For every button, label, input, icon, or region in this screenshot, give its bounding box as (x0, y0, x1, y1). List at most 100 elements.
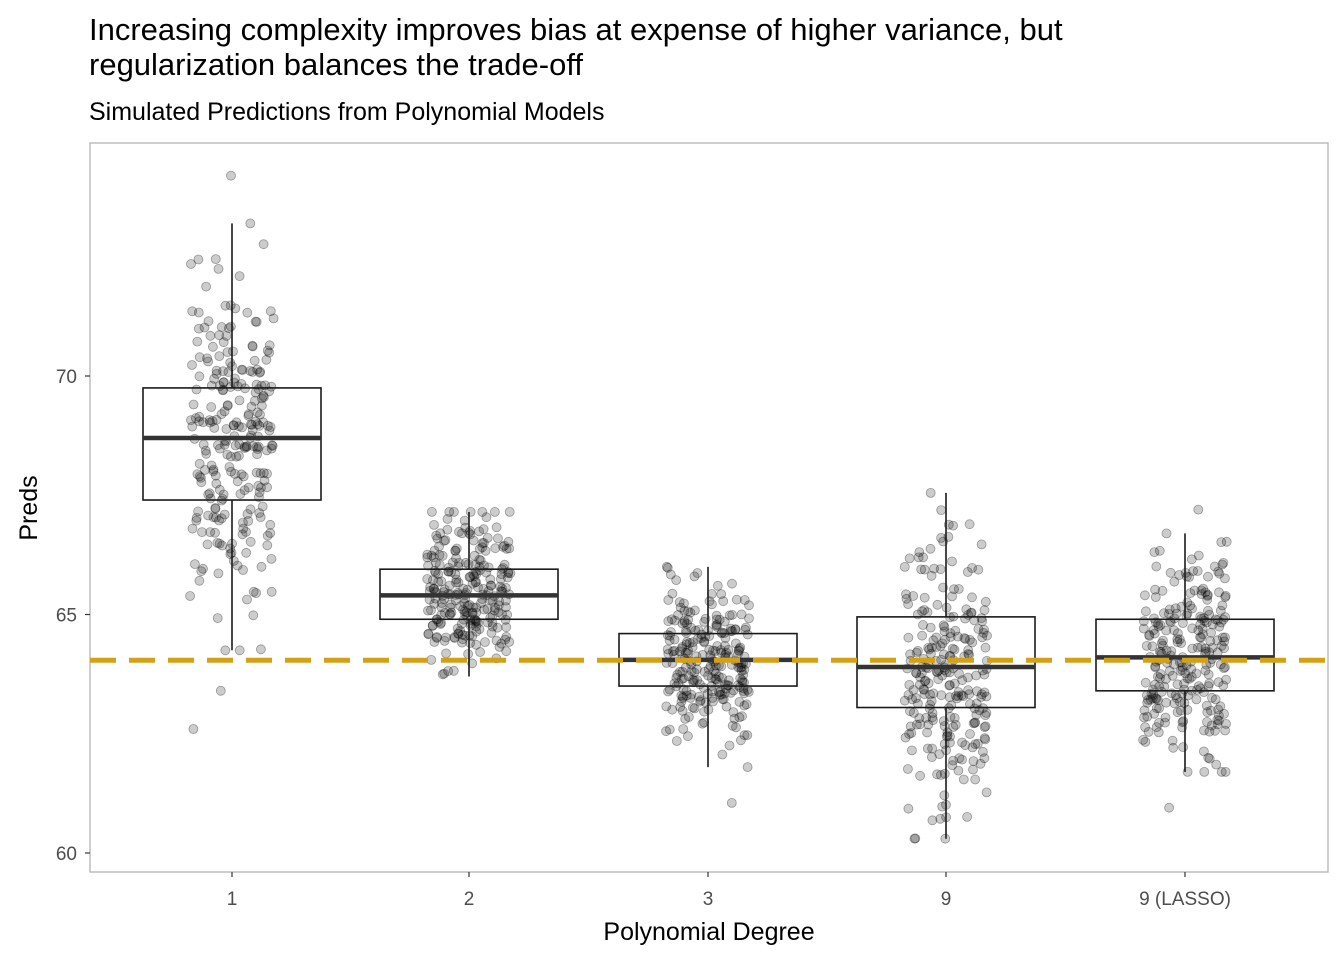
data-point (216, 513, 227, 524)
data-point (426, 550, 437, 561)
data-point (677, 642, 688, 652)
data-point (736, 609, 747, 620)
data-point (939, 768, 950, 779)
data-point (251, 379, 262, 390)
data-point (474, 544, 485, 554)
data-point (1207, 692, 1217, 703)
data-point (464, 600, 475, 610)
data-point (264, 347, 275, 358)
data-point (203, 356, 214, 367)
data-point (205, 330, 216, 341)
data-point (193, 323, 204, 334)
data-point (1153, 695, 1163, 706)
data-point (1214, 568, 1225, 579)
data-point (945, 628, 956, 639)
data-point (255, 468, 266, 479)
data-point (465, 572, 476, 582)
data-point (451, 553, 461, 563)
data-point (723, 675, 734, 686)
data-point (210, 503, 221, 514)
data-point (969, 718, 980, 728)
data-point (428, 583, 439, 594)
data-point (1203, 752, 1214, 763)
outlier-point (1193, 504, 1204, 515)
data-point (1200, 665, 1211, 676)
data-point (214, 515, 224, 526)
data-point (499, 540, 510, 551)
data-point (504, 543, 515, 554)
data-point (908, 685, 919, 695)
data-point (1189, 585, 1200, 596)
data-point (742, 762, 753, 772)
data-point (1220, 767, 1231, 777)
data-point (481, 567, 492, 578)
data-point (727, 578, 737, 589)
data-point (197, 527, 207, 537)
data-point (928, 688, 939, 699)
data-point (681, 690, 692, 701)
data-point (480, 637, 490, 647)
data-point (969, 703, 980, 714)
data-point (245, 366, 256, 376)
data-point (944, 680, 955, 691)
data-point (1151, 703, 1162, 714)
data-point (436, 576, 447, 587)
data-point (1151, 722, 1162, 732)
data-point (950, 625, 961, 636)
data-point (1161, 625, 1172, 636)
data-point (911, 719, 922, 730)
y-tick-label: 65 (56, 606, 77, 627)
data-point (253, 441, 264, 452)
data-point (905, 706, 915, 717)
data-point (1180, 668, 1191, 679)
data-point (744, 613, 754, 624)
data-point (265, 519, 276, 530)
data-point (947, 760, 958, 771)
data-point (981, 708, 992, 718)
data-point (668, 646, 678, 657)
data-point (431, 633, 442, 643)
data-point (979, 605, 990, 616)
data-point (475, 647, 486, 657)
data-point (1211, 759, 1222, 770)
data-point (241, 441, 252, 452)
data-point (981, 787, 992, 798)
data-point (267, 440, 277, 451)
data-point (718, 596, 729, 607)
data-point (923, 719, 934, 730)
data-point (437, 669, 448, 680)
data-point (255, 409, 265, 420)
data-point (739, 700, 750, 711)
data-point (925, 689, 935, 700)
data-point (911, 647, 922, 658)
data-point (453, 558, 464, 568)
data-point (451, 577, 461, 588)
data-point (504, 637, 515, 647)
data-point (918, 684, 929, 695)
data-point (724, 740, 735, 751)
data-point (1220, 662, 1230, 673)
data-point (430, 567, 441, 578)
data-point (923, 678, 934, 689)
data-point (679, 598, 689, 609)
data-point (241, 547, 252, 558)
data-point (711, 620, 722, 631)
data-point (1217, 632, 1228, 643)
data-point (501, 622, 512, 633)
data-point (490, 543, 501, 554)
data-point (265, 422, 276, 432)
data-point (1210, 725, 1220, 736)
data-point (1165, 567, 1176, 578)
data-point (237, 529, 248, 540)
data-point (467, 631, 478, 642)
data-point (1148, 693, 1158, 704)
data-point (949, 584, 959, 595)
data-point (498, 563, 509, 573)
data-point (1176, 601, 1187, 612)
data-point (689, 675, 700, 686)
data-point (693, 625, 704, 635)
data-point (189, 559, 200, 569)
data-point (690, 605, 700, 616)
data-point (737, 675, 747, 686)
data-point (945, 632, 956, 642)
